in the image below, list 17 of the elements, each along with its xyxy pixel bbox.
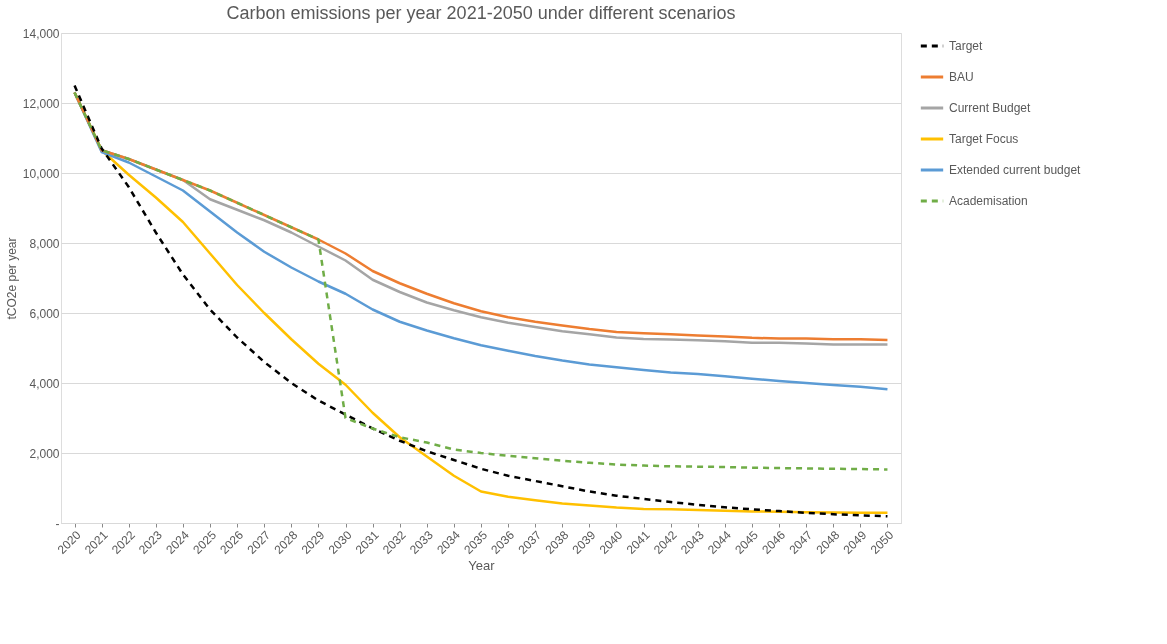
y-tick-label: 14,000 bbox=[22, 26, 60, 41]
y-tick-label: 4,000 bbox=[29, 376, 60, 391]
legend-label: Target Focus bbox=[949, 132, 1019, 146]
y-axis-title: tCO2e per year bbox=[4, 237, 19, 320]
legend-label: Current Budget bbox=[949, 101, 1032, 115]
legend-label: Extended current budget bbox=[949, 163, 1082, 177]
y-tick-label: 12,000 bbox=[22, 96, 60, 111]
y-tick-label: 10,000 bbox=[22, 166, 60, 181]
y-tick-label: 2,000 bbox=[29, 446, 60, 461]
chart-title: Carbon emissions per year 2021-2050 under different scenarios bbox=[226, 3, 736, 23]
legend-label: Academisation bbox=[949, 194, 1028, 208]
x-axis-title: Year bbox=[468, 558, 496, 574]
y-tick-label: 6,000 bbox=[29, 306, 60, 321]
y-tick-label: - bbox=[55, 516, 60, 531]
y-tick-label: 8,000 bbox=[29, 236, 60, 251]
legend-label: BAU bbox=[949, 70, 974, 84]
legend-label: Target bbox=[949, 39, 984, 53]
